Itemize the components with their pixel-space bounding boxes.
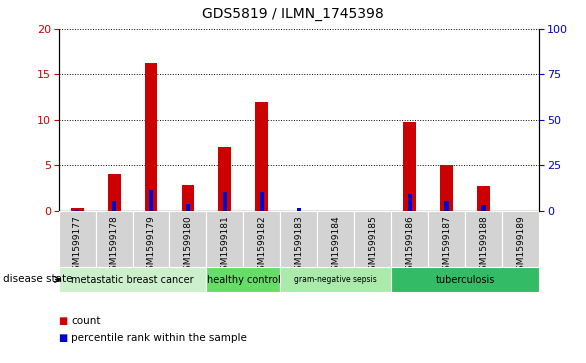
- Bar: [149, 190, 153, 211]
- Bar: [96, 211, 132, 267]
- Bar: [243, 211, 280, 267]
- Text: disease state: disease state: [3, 274, 73, 284]
- Bar: [355, 211, 391, 267]
- Bar: [297, 208, 301, 211]
- Bar: [318, 211, 355, 267]
- Bar: [223, 192, 227, 211]
- Text: ■: ■: [59, 316, 68, 326]
- Text: percentile rank within the sample: percentile rank within the sample: [71, 333, 247, 343]
- Bar: [108, 174, 121, 211]
- Text: GSM1599185: GSM1599185: [368, 215, 377, 276]
- Bar: [169, 211, 206, 267]
- Bar: [407, 194, 412, 211]
- Text: metastatic breast cancer: metastatic breast cancer: [71, 274, 194, 285]
- Text: GSM1599188: GSM1599188: [479, 215, 488, 276]
- Bar: [182, 185, 195, 211]
- Bar: [280, 267, 391, 292]
- Bar: [145, 62, 158, 211]
- Bar: [219, 147, 231, 211]
- Bar: [206, 267, 280, 292]
- Bar: [428, 211, 465, 267]
- Text: GSM1599186: GSM1599186: [406, 215, 414, 276]
- Bar: [132, 211, 169, 267]
- Bar: [59, 267, 206, 292]
- Bar: [477, 186, 490, 211]
- Bar: [502, 211, 539, 267]
- Bar: [403, 122, 416, 211]
- Bar: [465, 211, 502, 267]
- Bar: [255, 102, 268, 211]
- Text: GSM1599187: GSM1599187: [442, 215, 451, 276]
- Text: GSM1599178: GSM1599178: [110, 215, 118, 276]
- Bar: [206, 211, 243, 267]
- Bar: [186, 204, 190, 211]
- Text: ■: ■: [59, 333, 68, 343]
- Bar: [75, 209, 79, 211]
- Bar: [112, 201, 116, 211]
- Bar: [70, 208, 84, 211]
- Text: tuberculosis: tuberculosis: [435, 274, 495, 285]
- Text: GSM1599180: GSM1599180: [183, 215, 192, 276]
- Bar: [260, 192, 264, 211]
- Text: GSM1599181: GSM1599181: [220, 215, 230, 276]
- Bar: [482, 205, 486, 211]
- Bar: [280, 211, 318, 267]
- Bar: [391, 211, 428, 267]
- Text: GDS5819 / ILMN_1745398: GDS5819 / ILMN_1745398: [202, 7, 384, 21]
- Text: GSM1599189: GSM1599189: [516, 215, 525, 276]
- Text: gram-negative sepsis: gram-negative sepsis: [294, 275, 377, 284]
- Bar: [440, 165, 453, 211]
- Bar: [391, 267, 539, 292]
- Text: GSM1599177: GSM1599177: [73, 215, 81, 276]
- Text: GSM1599179: GSM1599179: [146, 215, 155, 276]
- Text: GSM1599182: GSM1599182: [257, 215, 267, 276]
- Bar: [445, 201, 449, 211]
- Text: GSM1599184: GSM1599184: [331, 215, 340, 276]
- Bar: [59, 211, 96, 267]
- Text: GSM1599183: GSM1599183: [294, 215, 304, 276]
- Text: count: count: [71, 316, 101, 326]
- Text: healthy control: healthy control: [206, 274, 280, 285]
